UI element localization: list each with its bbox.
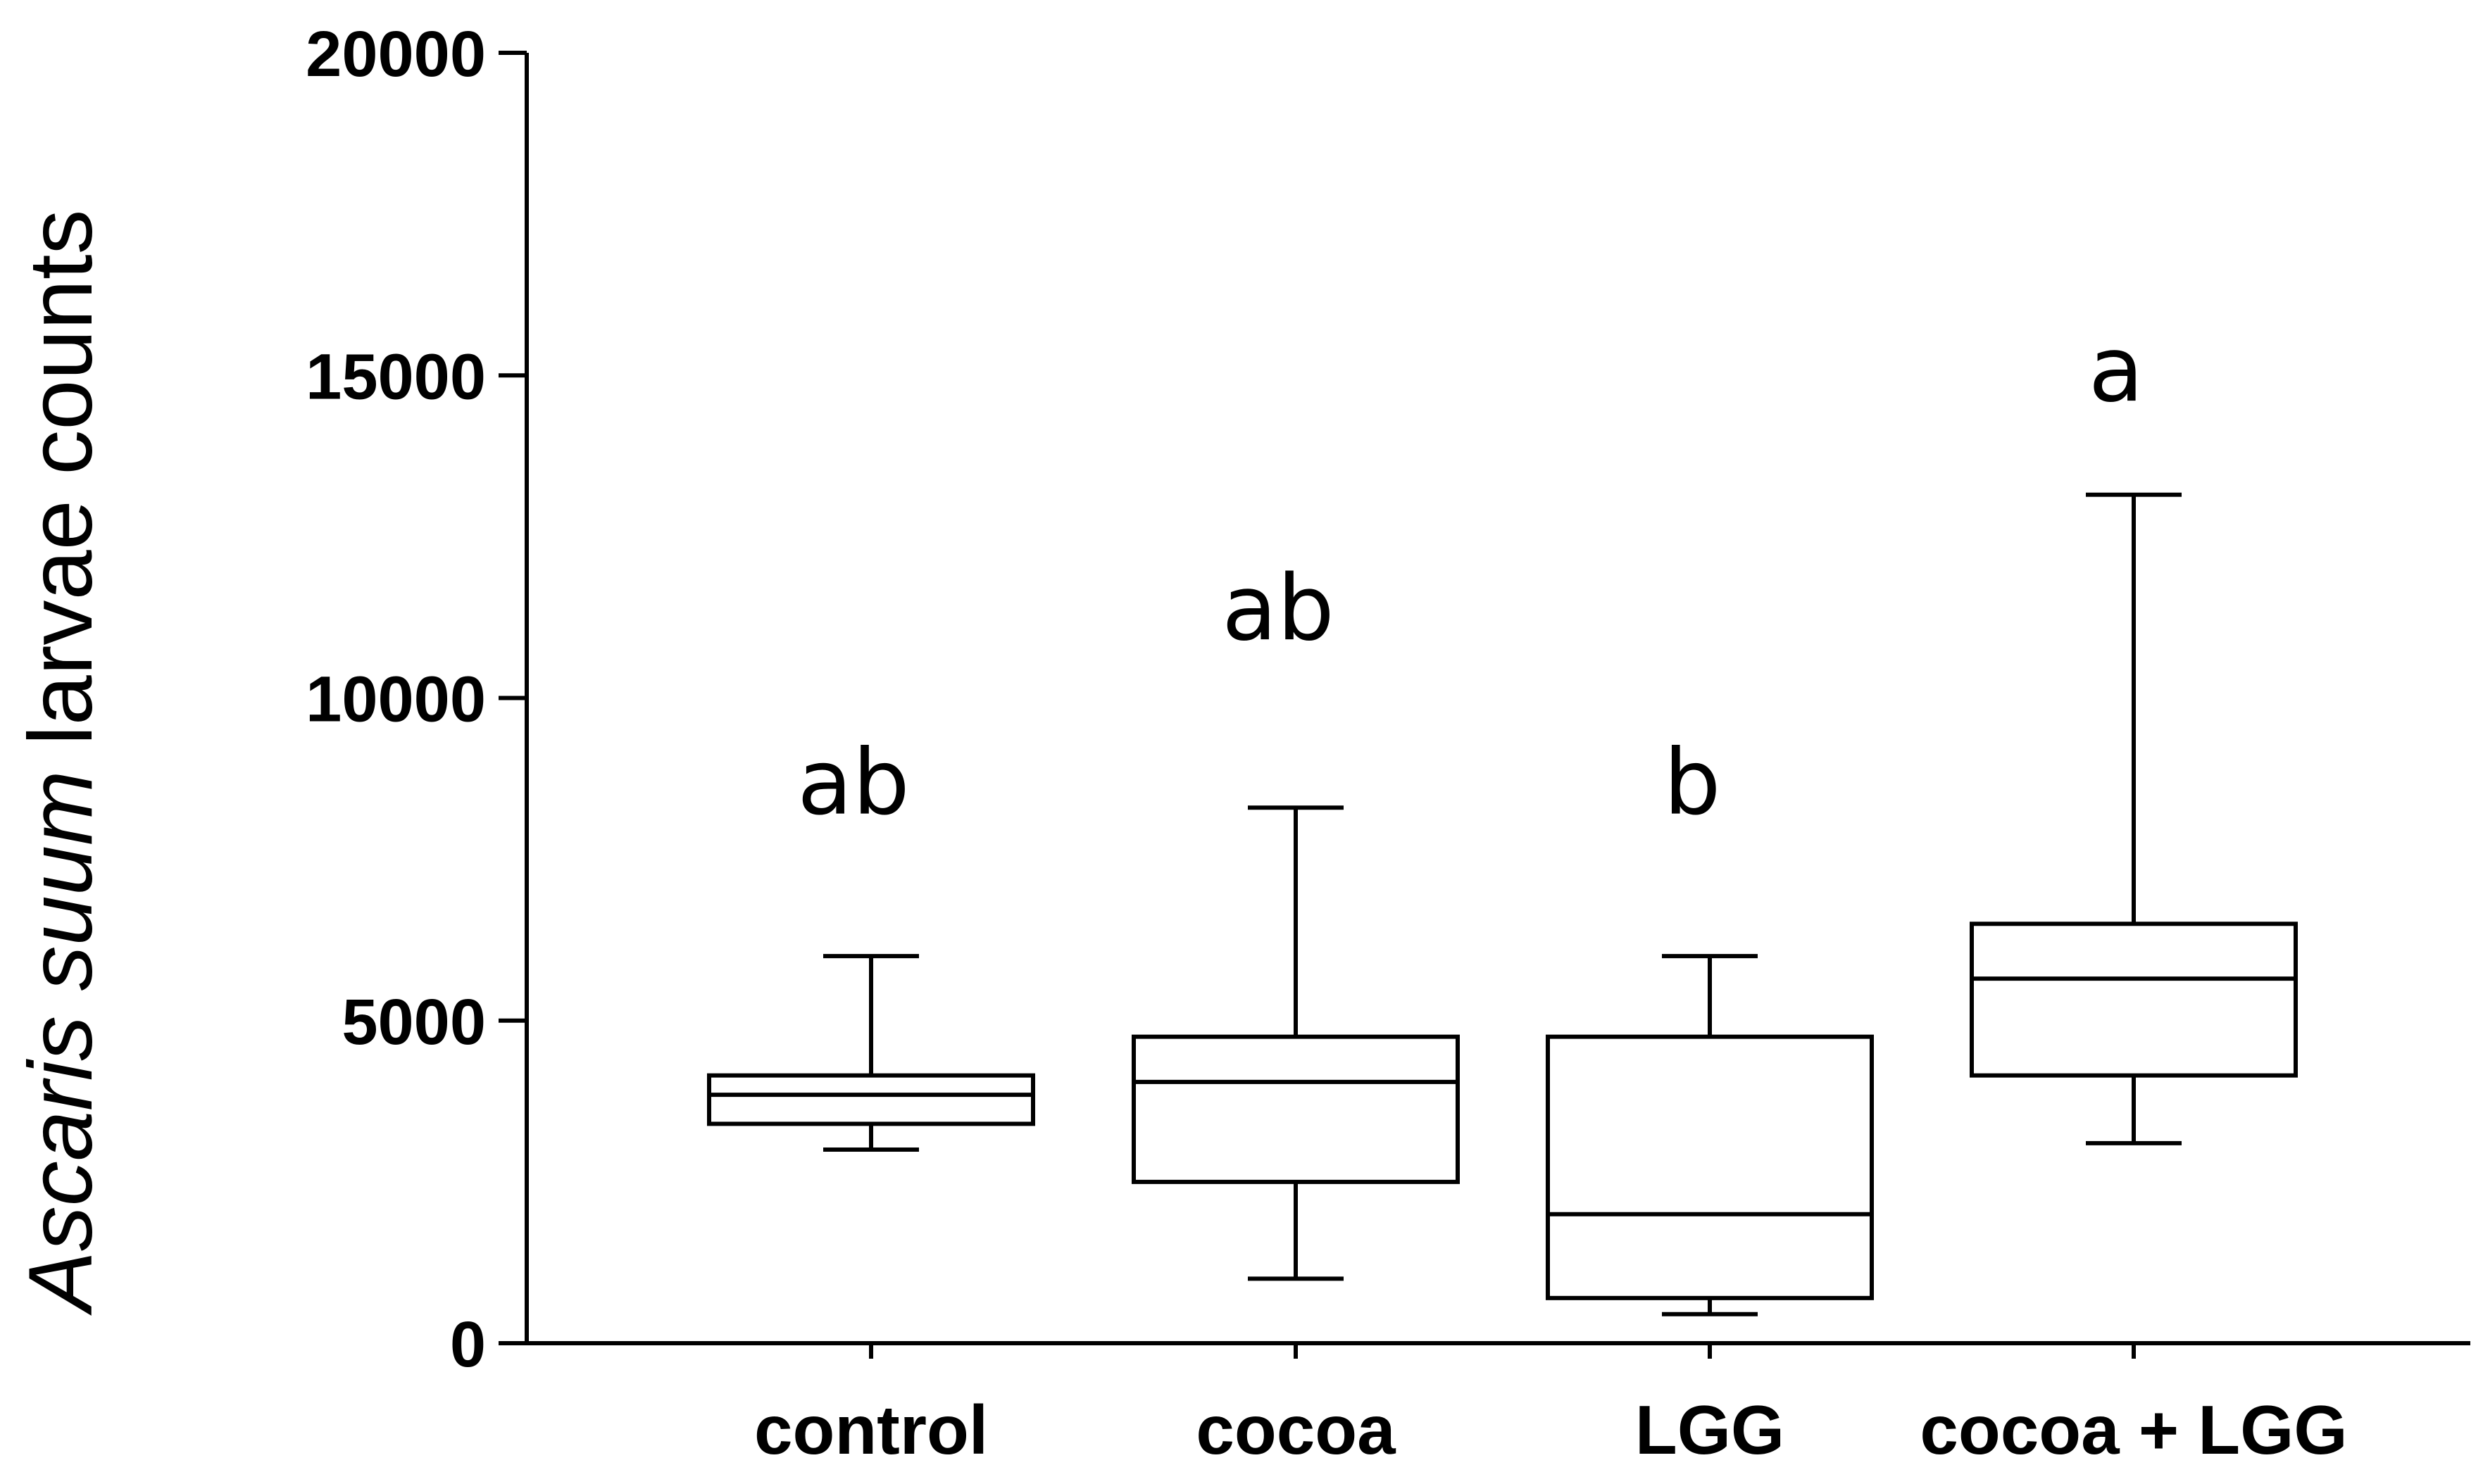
x-tick-label: LGG xyxy=(1635,1391,1784,1469)
y-axis-label-rest: larvae counts xyxy=(11,209,111,770)
y-tick-label: 15000 xyxy=(306,341,486,413)
y-tick-label: 5000 xyxy=(342,986,486,1058)
x-tick-label: cocoa xyxy=(1196,1391,1396,1469)
x-axis: control cocoa LGG cocoa + LGG xyxy=(527,1341,2470,1469)
box-series xyxy=(707,492,2298,1316)
y-axis-label: Ascaris suum larvae counts xyxy=(11,209,111,1316)
significance-letter: b xyxy=(1663,731,1720,836)
box-1 xyxy=(707,954,1035,1152)
box-4 xyxy=(1970,492,2298,1145)
iqr-box xyxy=(1970,922,2298,1078)
iqr-box xyxy=(1546,1034,1874,1300)
x-tick-label: control xyxy=(754,1391,988,1469)
y-tick-label: 10000 xyxy=(306,664,486,736)
y-axis-label-italic: Ascaris suum xyxy=(11,770,111,1316)
y-axis: 0 5000 10000 15000 20000 xyxy=(306,18,529,1381)
significance-letter: ab xyxy=(1222,556,1334,661)
box-2 xyxy=(1132,805,1460,1281)
significance-letter: a xyxy=(2089,317,2144,422)
y-tick-label: 20000 xyxy=(306,18,486,90)
x-tick-label: cocoa + LGG xyxy=(1920,1391,2347,1469)
significance-letter: ab xyxy=(797,731,910,836)
y-tick-label: 0 xyxy=(450,1309,486,1381)
significance-labels: ab ab b a xyxy=(797,317,2144,836)
iqr-box xyxy=(1132,1034,1460,1184)
box-3 xyxy=(1546,954,1874,1316)
iqr-box xyxy=(707,1073,1035,1126)
